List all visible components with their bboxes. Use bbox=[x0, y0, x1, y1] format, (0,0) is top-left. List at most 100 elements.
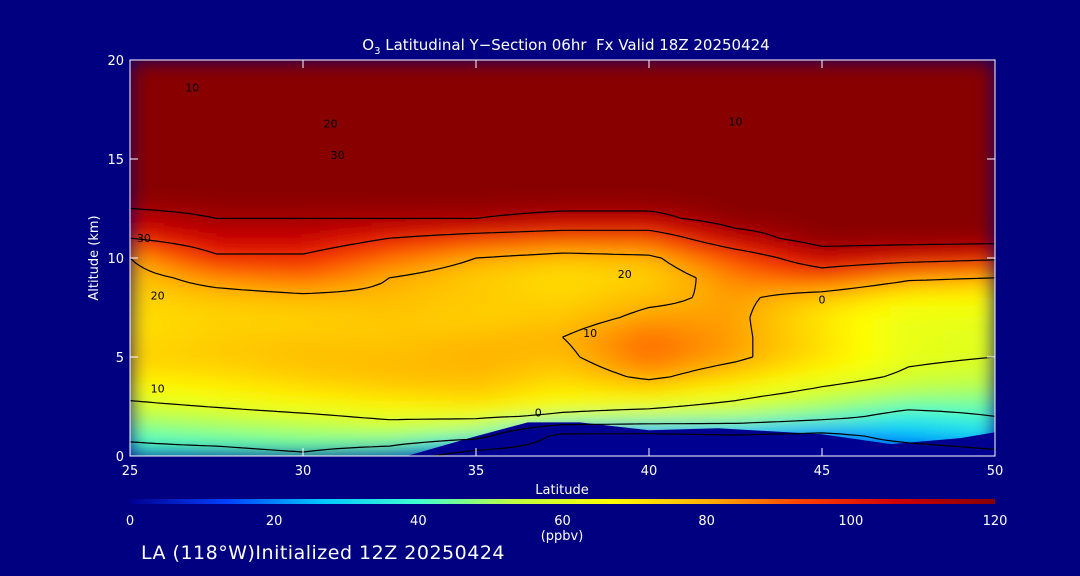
x-tick-label: 50 bbox=[987, 464, 1004, 479]
heatmap-cell bbox=[267, 148, 287, 160]
heatmap-cell bbox=[648, 188, 667, 200]
heatmap-cell bbox=[423, 415, 442, 427]
heatmap-cell bbox=[198, 287, 217, 299]
heatmap-cell bbox=[406, 178, 425, 190]
heatmap-cell bbox=[683, 208, 702, 219]
heatmap-cell bbox=[233, 128, 252, 140]
heatmap-cell bbox=[267, 336, 287, 348]
heatmap-cell bbox=[579, 118, 598, 130]
heatmap-cell bbox=[735, 148, 754, 160]
heatmap-cell bbox=[130, 287, 148, 299]
heatmap-cell bbox=[389, 336, 408, 348]
heatmap-cell bbox=[942, 118, 961, 130]
heatmap-cell bbox=[925, 316, 944, 328]
heatmap-cell bbox=[440, 257, 460, 269]
heatmap-cell bbox=[423, 425, 442, 437]
heatmap-cell bbox=[250, 366, 269, 378]
heatmap-cell bbox=[544, 118, 563, 130]
heatmap-cell bbox=[769, 99, 788, 110]
heatmap-cell bbox=[579, 307, 598, 318]
heatmap-cell bbox=[250, 158, 269, 170]
heatmap-cell bbox=[285, 247, 304, 259]
heatmap-cell bbox=[389, 168, 408, 180]
heatmap-cell bbox=[440, 326, 460, 338]
heatmap-cell bbox=[354, 386, 373, 398]
heatmap-cell bbox=[475, 376, 494, 388]
heatmap-cell bbox=[683, 297, 702, 308]
heatmap-cell bbox=[337, 60, 356, 71]
heatmap-cell bbox=[665, 247, 685, 259]
heatmap-cell bbox=[717, 148, 736, 160]
heatmap-cell bbox=[389, 267, 408, 279]
heatmap-cell bbox=[510, 297, 529, 308]
heatmap-cell bbox=[683, 198, 702, 209]
heatmap-cell bbox=[406, 128, 425, 140]
heatmap-cell bbox=[354, 79, 373, 91]
heatmap-cell bbox=[216, 425, 235, 437]
heatmap-cell bbox=[354, 376, 373, 388]
heatmap-cell bbox=[371, 208, 390, 219]
heatmap-cell bbox=[389, 386, 408, 398]
heatmap-cell bbox=[838, 376, 858, 388]
heatmap-cell bbox=[804, 188, 823, 200]
heatmap-cell bbox=[319, 435, 339, 447]
heatmap-cell bbox=[631, 316, 650, 328]
heatmap-cell bbox=[752, 346, 771, 358]
heatmap-cell bbox=[804, 138, 823, 150]
x-tick-label: 40 bbox=[641, 464, 658, 479]
heatmap-cell bbox=[544, 386, 563, 398]
heatmap-cell bbox=[458, 287, 477, 299]
heatmap-cell bbox=[613, 386, 633, 398]
heatmap-cell bbox=[579, 237, 598, 249]
heatmap-cell bbox=[285, 257, 304, 269]
heatmap-cell bbox=[648, 356, 667, 368]
heatmap-cell bbox=[319, 307, 339, 318]
heatmap-cell bbox=[146, 396, 166, 407]
heatmap-cell bbox=[198, 237, 217, 249]
heatmap-cell bbox=[873, 118, 892, 130]
heatmap-cell bbox=[700, 227, 719, 239]
heatmap-cell bbox=[890, 247, 909, 259]
heatmap-cell bbox=[146, 118, 166, 130]
heatmap-cell bbox=[752, 168, 771, 180]
heatmap-cell bbox=[942, 277, 961, 289]
heatmap-cell bbox=[631, 257, 650, 269]
heatmap-cell bbox=[527, 198, 546, 209]
heatmap-cell bbox=[250, 208, 269, 219]
heatmap-cell bbox=[354, 237, 373, 249]
heatmap-cell bbox=[959, 386, 979, 398]
heatmap-cell bbox=[267, 188, 287, 200]
heatmap-cell bbox=[492, 326, 512, 338]
heatmap-cell bbox=[233, 425, 252, 437]
heatmap-cell bbox=[146, 208, 166, 219]
heatmap-cell bbox=[873, 109, 892, 120]
heatmap-cell bbox=[544, 198, 563, 209]
heatmap-cell bbox=[440, 128, 460, 140]
colorbar-tick-label: 60 bbox=[554, 514, 571, 529]
heatmap-cell bbox=[735, 406, 754, 417]
heatmap-cell bbox=[423, 406, 442, 417]
heatmap-cell bbox=[631, 366, 650, 378]
heatmap-cell bbox=[700, 356, 719, 368]
heatmap-cell bbox=[908, 89, 927, 101]
heatmap-cell bbox=[164, 257, 183, 269]
heatmap-cell bbox=[216, 376, 235, 388]
heatmap-cell bbox=[821, 386, 840, 398]
heatmap-cell bbox=[908, 396, 927, 407]
heatmap-cell bbox=[510, 336, 529, 348]
heatmap-cell bbox=[475, 99, 494, 110]
colorbar-tick-labels: 0 20 40 60 80 100 120 bbox=[126, 514, 1008, 529]
heatmap-cell bbox=[285, 188, 304, 200]
heatmap-cell bbox=[510, 386, 529, 398]
heatmap-cell bbox=[406, 406, 425, 417]
heatmap-cell bbox=[821, 376, 840, 388]
heatmap-cell bbox=[527, 376, 546, 388]
heatmap-cell bbox=[804, 326, 823, 338]
heatmap-cell bbox=[977, 396, 995, 407]
heatmap-cell bbox=[786, 366, 806, 378]
heatmap-cell bbox=[181, 425, 200, 437]
heatmap-cell bbox=[527, 158, 546, 170]
heatmap-cell bbox=[267, 128, 287, 140]
heatmap-cell bbox=[146, 425, 166, 437]
heatmap-cell bbox=[959, 118, 979, 130]
